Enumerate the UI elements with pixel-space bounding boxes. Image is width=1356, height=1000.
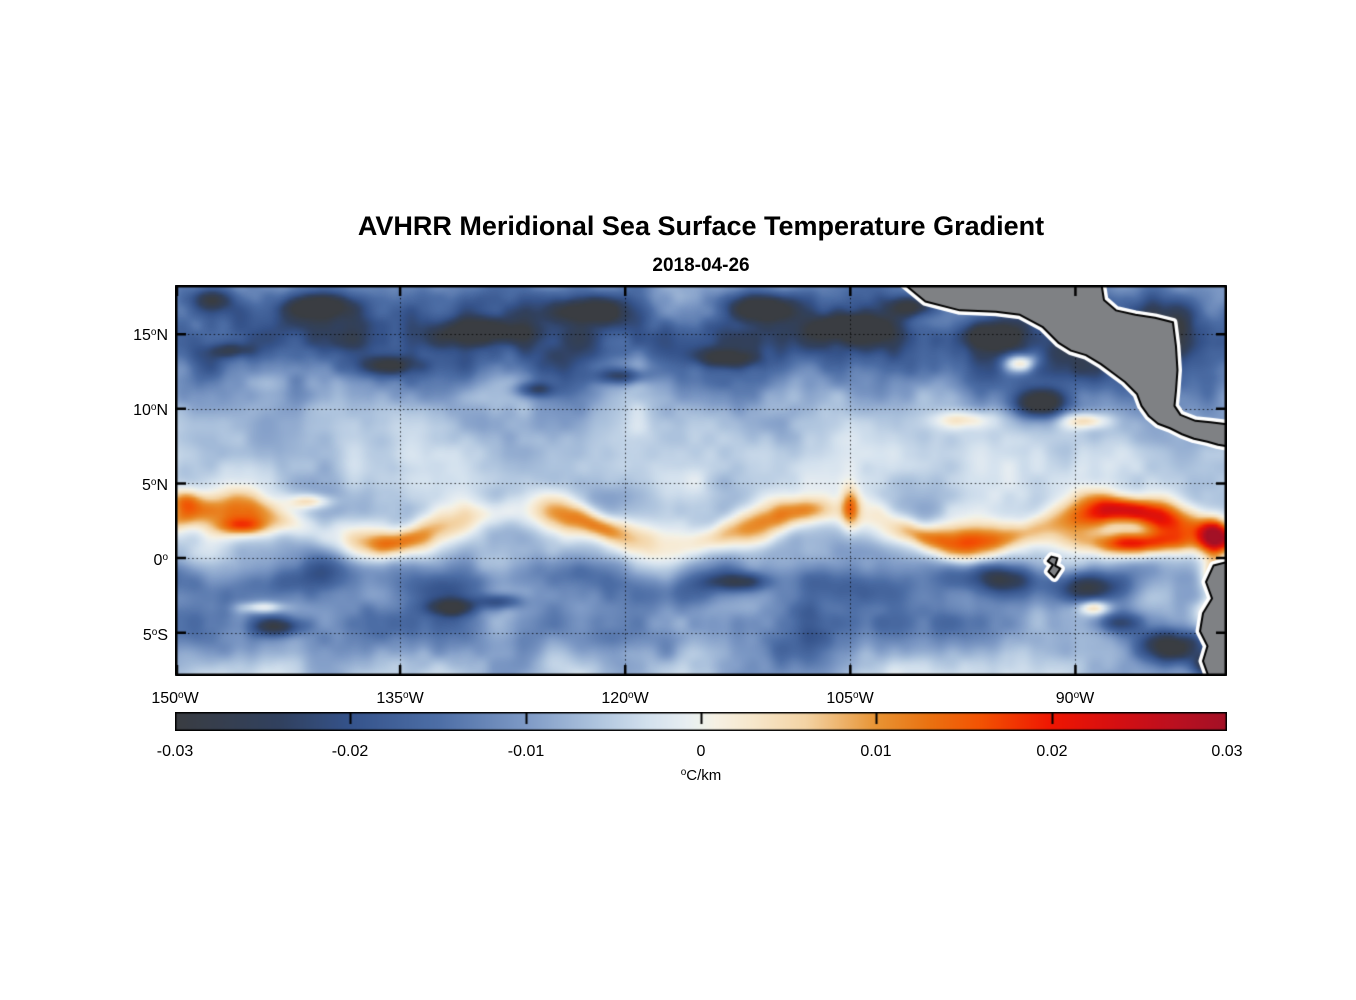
colorbar-tick-label: 0 (696, 743, 706, 760)
degree-superscript: o (150, 477, 157, 488)
colorbar-tick-label: -0.03 (156, 743, 194, 760)
lon-tick-label-120w: 120oW (601, 690, 649, 707)
degree-superscript: o (151, 627, 158, 638)
chart-date: 2018-04-26 (652, 255, 750, 276)
lat-tick-label-15n: 15oN (133, 327, 168, 344)
lon-tick-label-135w: 135oW (376, 690, 424, 707)
lat-tick-label-10n: 10oN (133, 402, 168, 419)
lon-tick-label-90w: 90oW (1055, 690, 1095, 707)
degree-superscript: o (680, 767, 687, 778)
degree-superscript: o (628, 690, 634, 701)
lat-tick-label-5n: 5oN (141, 477, 168, 494)
sst-gradient-map-canvas (175, 285, 1227, 676)
degree-superscript: o (403, 690, 409, 701)
degree-superscript: o (162, 552, 168, 563)
degree-superscript: o (150, 402, 157, 413)
colorbar-tick-label: 0.01 (860, 743, 892, 760)
degree-superscript: o (853, 690, 859, 701)
colorbar-tick-label: 0.03 (1211, 743, 1243, 760)
lon-tick-label-150w: 150oW (151, 690, 199, 707)
degree-superscript: o (1073, 690, 1080, 701)
lat-tick-label-0: 0o (153, 552, 168, 569)
colorbar-tick-label: -0.01 (507, 743, 545, 760)
degree-superscript: o (150, 327, 157, 338)
colorbar-tick-label: 0.02 (1036, 743, 1068, 760)
degree-superscript: o (178, 690, 184, 701)
chart-title: AVHRR Meridional Sea Surface Temperature… (357, 211, 1045, 241)
colorbar-tick-label: -0.02 (331, 743, 369, 760)
map-plot-area (175, 285, 1227, 676)
lat-tick-label-5s: 5oS (142, 627, 168, 644)
colorbar (175, 712, 1227, 731)
lon-tick-label-105w: 105oW (826, 690, 874, 707)
colorbar-unit-label: oC/km (680, 767, 722, 784)
colorbar-canvas (175, 712, 1227, 731)
